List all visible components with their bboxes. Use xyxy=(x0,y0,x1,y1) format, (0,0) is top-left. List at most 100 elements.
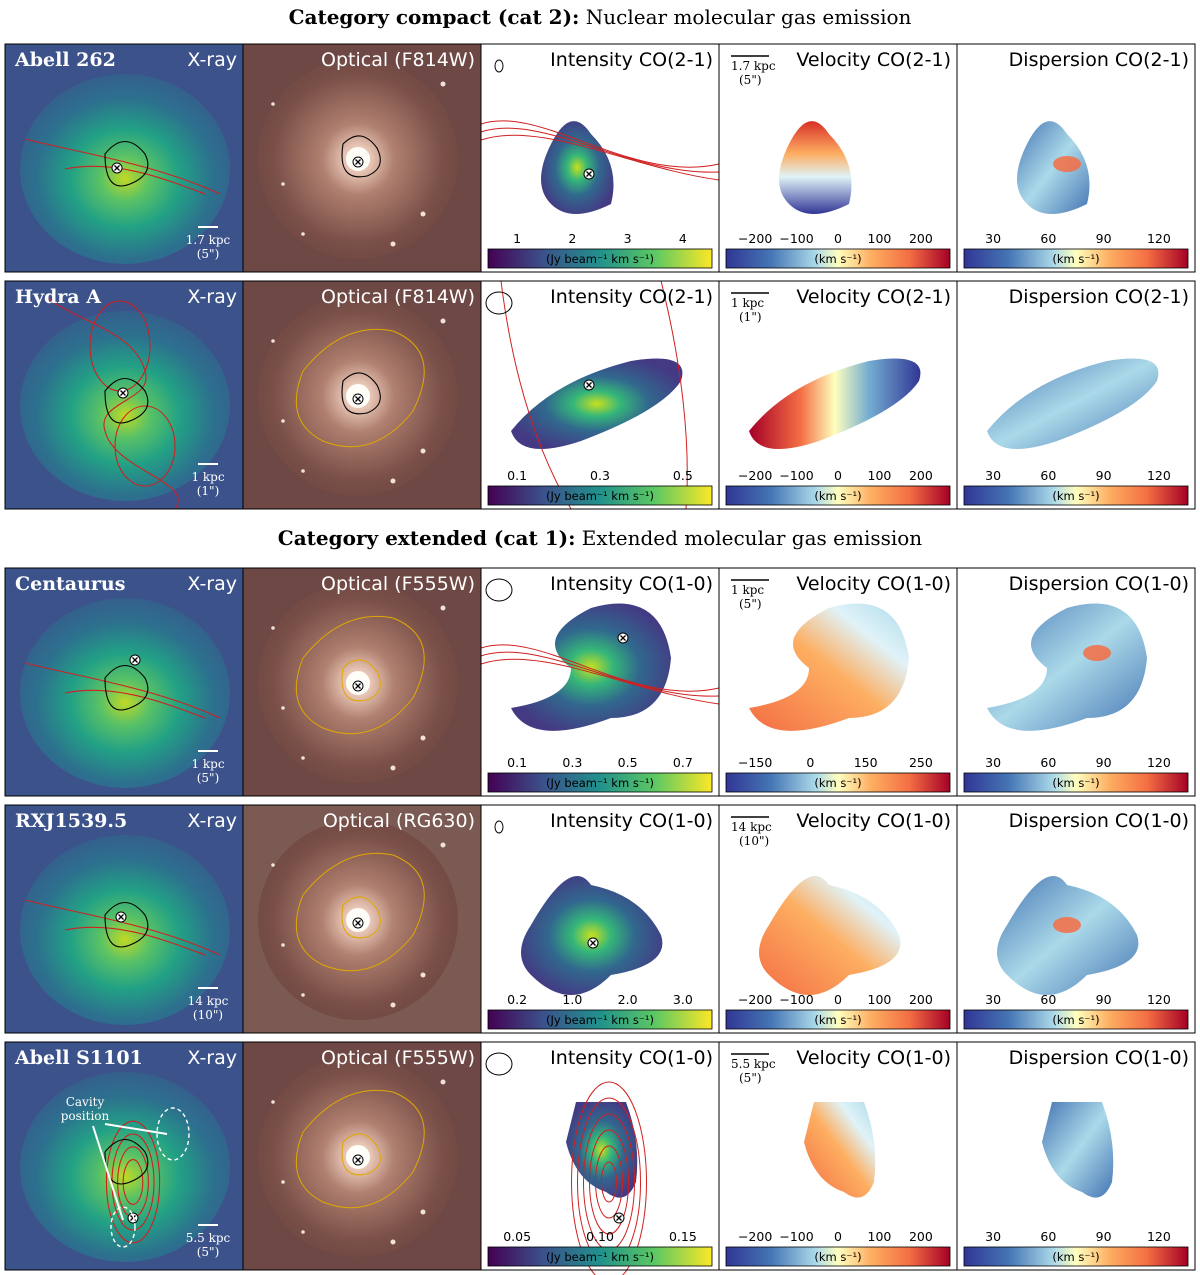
optical-title: Optical (F555W) xyxy=(321,1047,475,1069)
velocity-colorbar-tick: 100 xyxy=(868,468,892,483)
halpha-contour xyxy=(295,852,425,972)
dispersion-peak xyxy=(1053,156,1081,172)
velocity-colorbar-tick: −200 xyxy=(738,1229,772,1244)
velocity-colorbar-tick: 0 xyxy=(834,1229,842,1244)
beam-ellipse xyxy=(485,1052,513,1076)
halpha-contour xyxy=(341,1133,381,1176)
velocity-colorbar-tick: −100 xyxy=(779,1229,813,1244)
xray-title: X-ray xyxy=(187,286,237,308)
intensity-panel: Intensity CO(2-1) (Jy beam⁻¹ km s⁻¹) 1 2 3 4 xyxy=(480,43,720,273)
dispersion-colorbar-tick: 120 xyxy=(1147,755,1171,770)
intensity-title: Intensity CO(2-1) xyxy=(550,49,713,71)
dispersion-title: Dispersion CO(1-0) xyxy=(1009,573,1189,595)
intensity-colorbar: (Jy beam⁻¹ km s⁻¹) 1 2 3 4 xyxy=(487,231,713,269)
dispersion-colorbar-label: (km s⁻¹) xyxy=(1052,776,1099,790)
dispersion-panel: Dispersion CO(1-0) (km s⁻¹) 30 60 90 120 xyxy=(956,804,1196,1034)
velocity-colorbar: (km s⁻¹) −200 −100 0 100 200 xyxy=(725,1229,951,1267)
scale-kpc: 1 kpc xyxy=(191,470,224,484)
section-title-extended: Category extended (cat 1): Extended mole… xyxy=(277,526,923,550)
velocity-colorbar-label: (km s⁻¹) xyxy=(814,776,861,790)
intensity-colorbar-tick: 1.0 xyxy=(562,992,582,1007)
source-name: Abell S1101 xyxy=(14,1047,143,1069)
xray-panel: Hydra A X-ray 1 kpc(1") xyxy=(4,280,244,510)
optical-panel: Optical (F555W) xyxy=(242,1041,482,1271)
velocity-title: Velocity CO(1-0) xyxy=(796,810,951,832)
velocity-colorbar-tick: 100 xyxy=(868,1229,892,1244)
dispersion-colorbar-tick: 60 xyxy=(1040,468,1056,483)
velocity-colorbar-tick: 100 xyxy=(868,992,892,1007)
scale-arcsec: (5") xyxy=(197,247,220,261)
beam-ellipse xyxy=(485,291,513,315)
dispersion-colorbar-tick: 30 xyxy=(985,468,1001,483)
velocity-colorbar-tick: 0 xyxy=(806,755,814,770)
scale-kpc: 5.5 kpc xyxy=(731,1057,776,1071)
dispersion-colorbar-label: (km s⁻¹) xyxy=(1052,489,1099,503)
co-velocity-map xyxy=(779,121,852,214)
xray-panel: Centaurus X-ray 1 kpc(5") xyxy=(4,567,244,797)
dispersion-title: Dispersion CO(2-1) xyxy=(1009,286,1189,308)
velocity-colorbar-label: (km s⁻¹) xyxy=(814,489,861,503)
halpha-contour xyxy=(341,372,381,415)
intensity-colorbar: (Jy beam⁻¹ km s⁻¹) 0.1 0.3 0.5 xyxy=(487,468,713,506)
intensity-colorbar-tick: 0.7 xyxy=(673,755,693,770)
dispersion-colorbar: (km s⁻¹) 30 60 90 120 xyxy=(963,992,1189,1030)
velocity-panel: 1 kpc(1") Velocity CO(2-1) (km s⁻¹) −200 −10… xyxy=(718,280,958,510)
co-dispersion-map xyxy=(997,876,1139,995)
scale-kpc: 5.5 kpc xyxy=(186,1231,231,1245)
optical-title: Optical (RG630) xyxy=(323,810,475,832)
optical-panel: Optical (F555W) xyxy=(242,567,482,797)
scale-arcsec: (5") xyxy=(197,771,220,785)
dispersion-colorbar-tick: 30 xyxy=(985,231,1001,246)
dispersion-colorbar-tick: 90 xyxy=(1096,755,1112,770)
co-velocity-map xyxy=(749,603,909,731)
intensity-colorbar-tick: 0.2 xyxy=(507,992,527,1007)
xray-panel: Abell S1101 X-ray 5.5 kpc(5") Cavitypositio… xyxy=(4,1041,244,1271)
source-name: Centaurus xyxy=(15,573,125,595)
intensity-colorbar-label: (Jy beam⁻¹ km s⁻¹) xyxy=(546,1013,654,1027)
dispersion-colorbar: (km s⁻¹) 30 60 90 120 xyxy=(963,468,1189,506)
radio-contours xyxy=(480,120,720,181)
dispersion-colorbar-tick: 90 xyxy=(1096,468,1112,483)
dispersion-colorbar-tick: 60 xyxy=(1040,755,1056,770)
dispersion-peak xyxy=(1083,645,1111,661)
scale-arcsec: (5") xyxy=(739,73,762,87)
dispersion-colorbar-tick: 30 xyxy=(985,1229,1001,1244)
co-intensity-map xyxy=(511,603,671,731)
radio-contours xyxy=(24,662,221,719)
dispersion-colorbar-tick: 30 xyxy=(985,755,1001,770)
scale-arcsec: (1") xyxy=(197,484,220,498)
co-velocity-map xyxy=(759,876,901,995)
optical-panel: Optical (F814W) xyxy=(242,43,482,273)
co-velocity-map xyxy=(804,1102,876,1198)
xray-title: X-ray xyxy=(187,1047,237,1069)
velocity-colorbar-tick: 250 xyxy=(909,755,933,770)
intensity-colorbar-tick: 1 xyxy=(513,231,521,246)
velocity-colorbar-tick: −100 xyxy=(779,231,813,246)
xray-title: X-ray xyxy=(187,49,237,71)
dispersion-colorbar-tick: 120 xyxy=(1147,231,1171,246)
intensity-colorbar-tick: 0.5 xyxy=(673,468,693,483)
dispersion-peak xyxy=(1053,917,1081,933)
section-title-compact: Category compact (cat 2): Nuclear molecu… xyxy=(288,5,912,29)
co-contour xyxy=(104,140,149,187)
velocity-colorbar: (km s⁻¹) −200 −100 0 100 200 xyxy=(725,468,951,506)
velocity-colorbar-tick: 200 xyxy=(909,1229,933,1244)
co-dispersion-map xyxy=(987,603,1147,731)
co-intensity-map xyxy=(511,358,683,449)
dispersion-colorbar: (km s⁻¹) 30 60 90 120 xyxy=(963,755,1189,793)
velocity-colorbar-label: (km s⁻¹) xyxy=(814,252,861,266)
beam-ellipse xyxy=(494,820,504,834)
halpha-contour xyxy=(341,659,381,702)
velocity-title: Velocity CO(2-1) xyxy=(796,49,951,71)
intensity-title: Intensity CO(1-0) xyxy=(550,1047,713,1069)
intensity-colorbar-tick: 0.1 xyxy=(507,468,527,483)
velocity-colorbar: (km s⁻¹) −200 −100 0 100 200 xyxy=(725,231,951,269)
xray-panel: Abell 262 X-ray 1.7 kpc(5") xyxy=(4,43,244,273)
optical-title: Optical (F555W) xyxy=(321,573,475,595)
velocity-colorbar-tick: −200 xyxy=(738,992,772,1007)
dispersion-colorbar-tick: 120 xyxy=(1147,1229,1171,1244)
